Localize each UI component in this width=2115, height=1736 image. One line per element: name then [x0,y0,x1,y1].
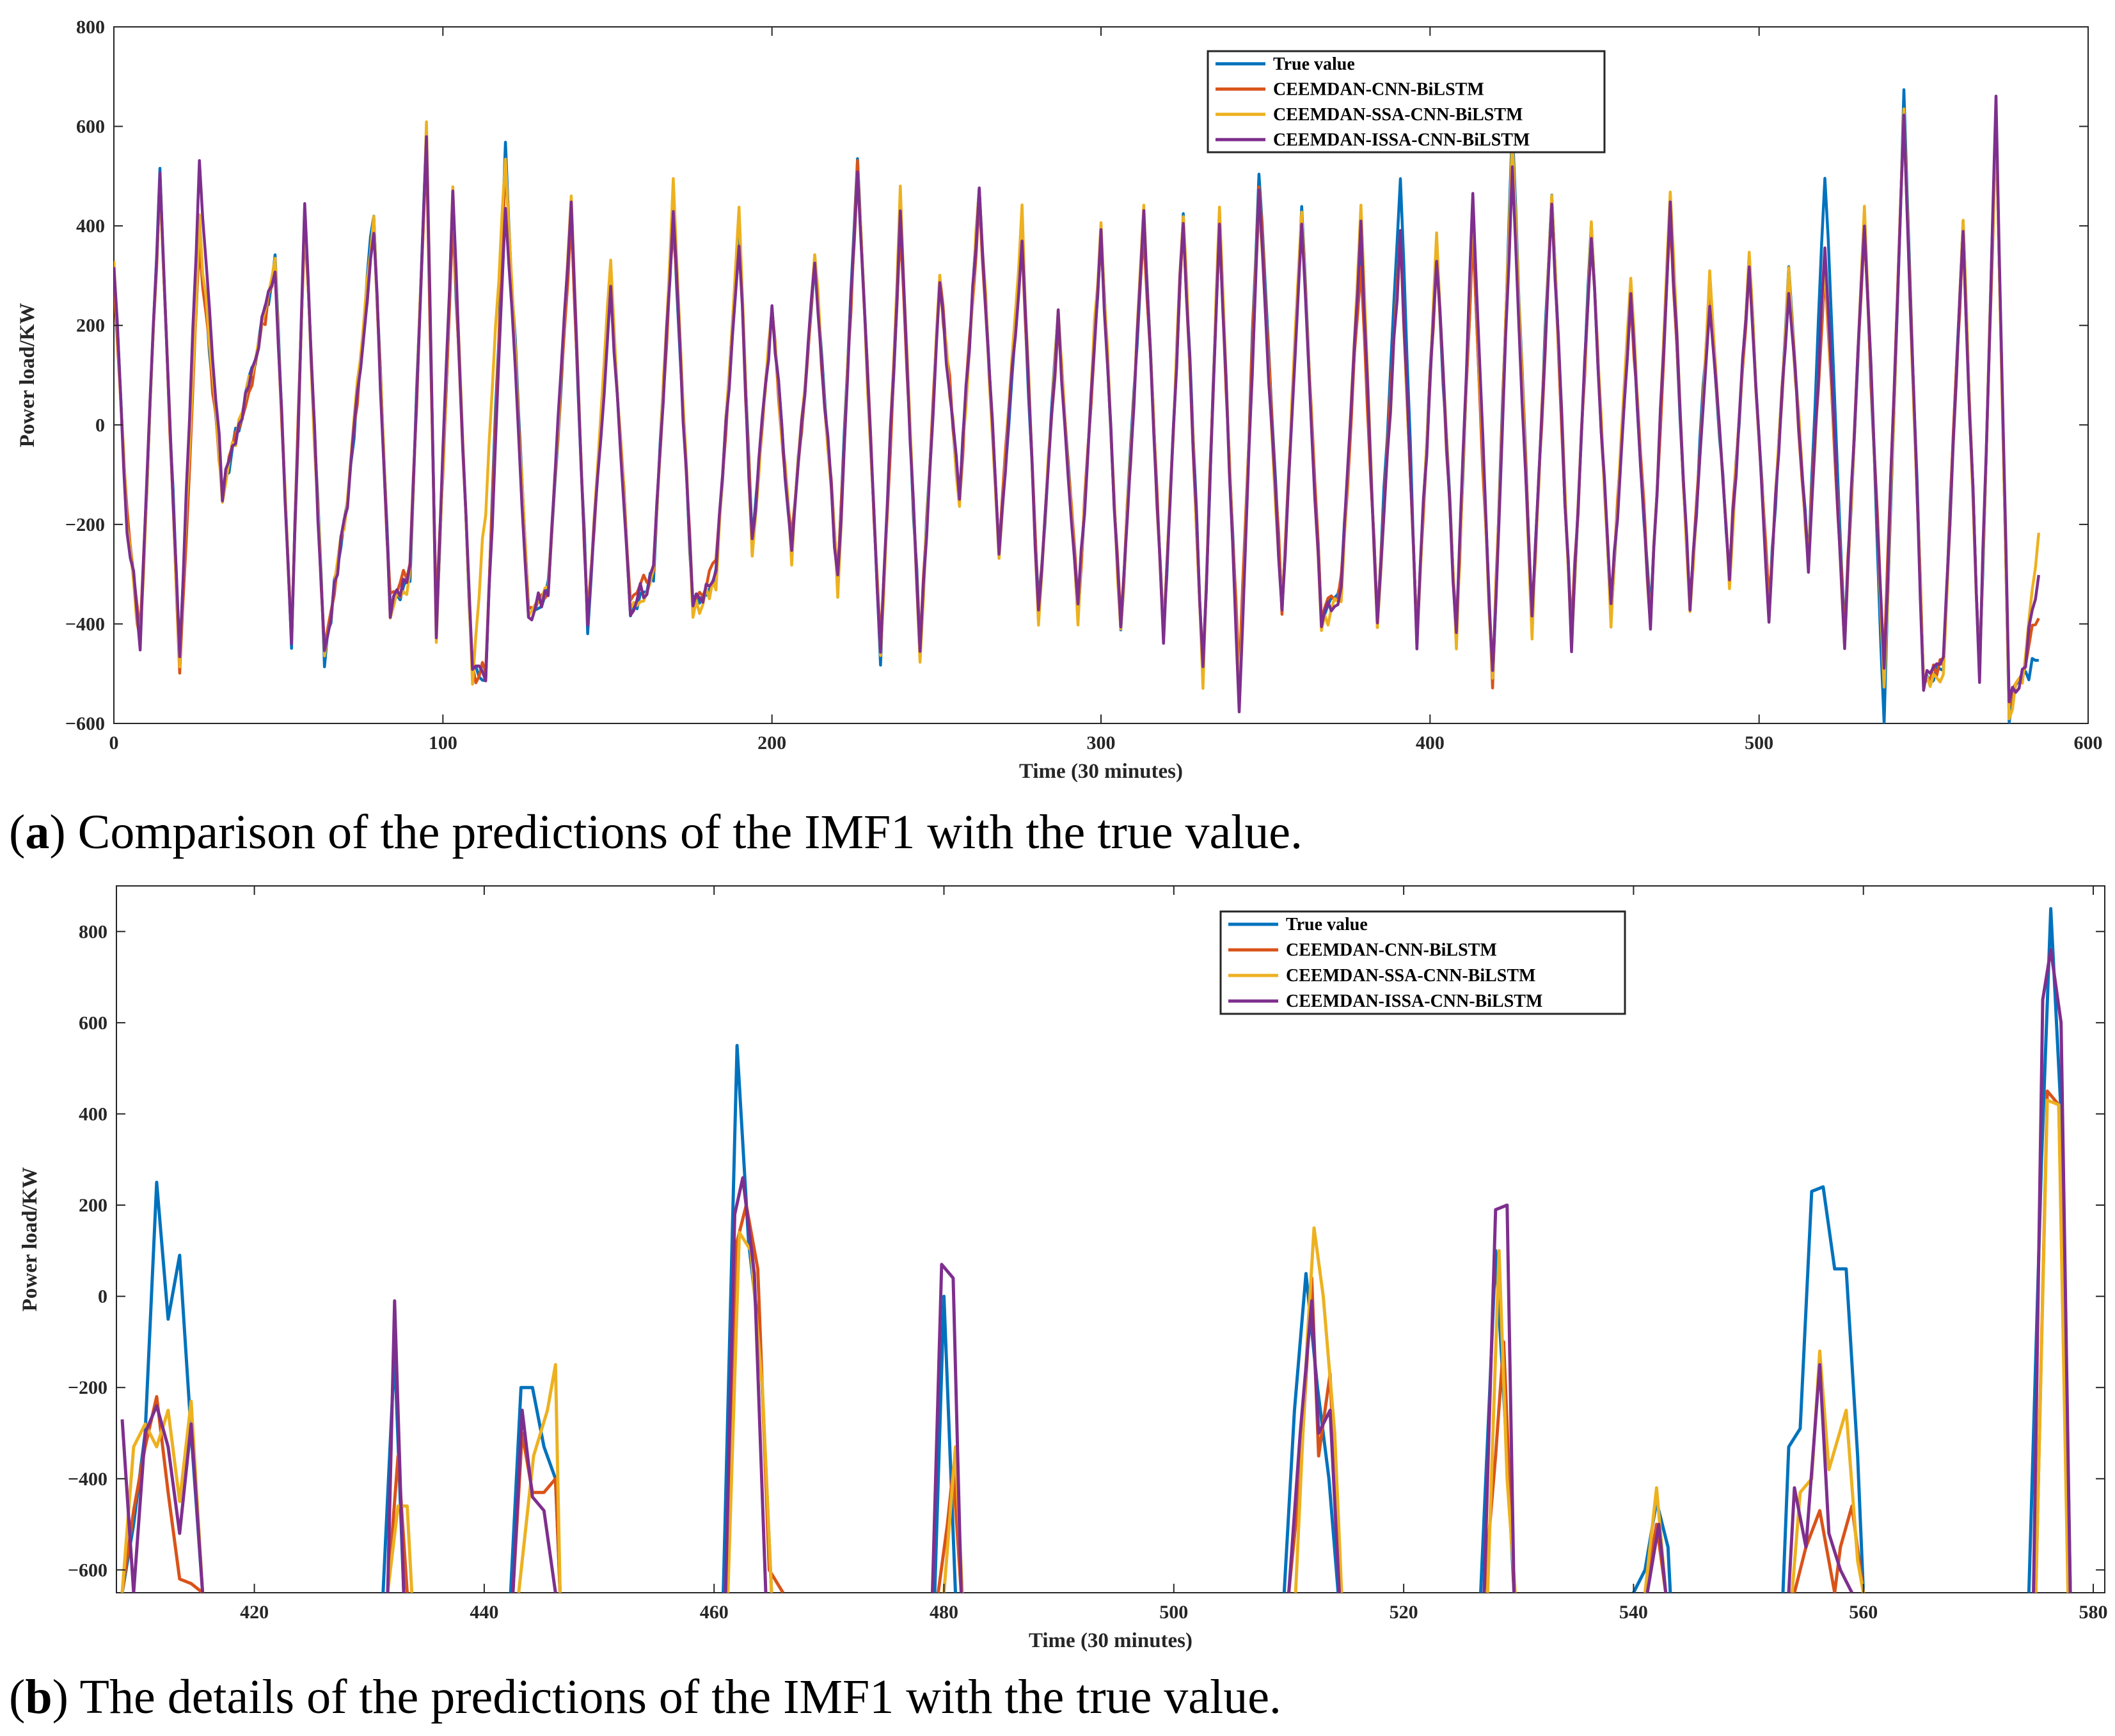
legend-box [1207,50,1606,154]
x-tick-label: 500 [1159,1602,1188,1623]
y-tick-label: 600 [76,116,105,138]
series-line-2 [517,1363,562,1593]
y-tick-label: −600 [65,713,105,734]
series-line-3 [1787,1363,1854,1593]
x-tick-label: 0 [109,732,119,754]
y-tick-label: 200 [79,1195,107,1216]
x-tick-label: 560 [1849,1602,1878,1623]
caption-a: (a) Comparison of the predictions of the… [9,805,1303,859]
x-tick-label: 520 [1390,1602,1418,1623]
series-line-3 [120,1419,136,1593]
chart-panel-a: 0 100 200 300 400 500 600 −600 −400 −200 0 200 400 60… [16,17,2103,783]
series-line-3 [1482,1203,1516,1593]
series-line-3 [2032,948,2072,1593]
x-tick-label: 600 [2074,732,2103,754]
y-tick-label: −400 [68,1469,107,1490]
legend-b: True value CEEMDAN-CNN-BiLSTM CEEMDAN-SSA-… [1219,910,1626,1015]
caption-a-text: Comparison of the predictions of the IMF… [77,805,1303,859]
series-line-true [114,88,2039,723]
y-axis-title-b: Power load/KW [19,1167,42,1312]
y-tick-label: −200 [68,1377,107,1398]
chart-panel-b: 420 440 460 480 500 520 540 560 580 −600 −400 −200 0… [19,885,2108,1652]
series-line-3 [511,1409,557,1593]
legend-entry: CEEMDAN-CNN-BiLSTM [1273,79,1484,99]
series-line-0 [1781,1185,1865,1593]
y-tick-label: 0 [95,414,105,436]
y-tick-label: −600 [68,1559,107,1581]
legend-a: True value CEEMDAN-CNN-BiLSTM CEEMDAN-SSA-… [1207,50,1606,154]
x-tick-label: 500 [1745,732,1773,754]
legend-entry: True value [1273,54,1355,74]
series-line-0 [120,1180,205,1593]
x-tick-label: 400 [1416,732,1445,754]
x-tick-label: 300 [1087,732,1116,754]
series-line-issa [114,94,2041,714]
y-tick-label: 800 [76,17,105,38]
x-tick-label: 480 [930,1602,958,1623]
series-line-2 [2034,1098,2070,1593]
x-tick-label: 200 [757,732,786,754]
legend-entry: CEEMDAN-ISSA-CNN-BiLSTM [1286,991,1542,1011]
series-line-2 [1485,1249,1517,1593]
caption-b: (b) The details of the predictions of th… [9,1670,1281,1724]
series-line-3 [1287,1299,1341,1593]
y-tick-label: −400 [65,613,105,635]
y-tick-label: −200 [65,514,105,535]
x-axis-title-b: Time (30 minutes) [1029,1629,1192,1652]
y-tick-label: 400 [76,216,105,237]
series-line-3 [386,1299,406,1593]
caption-a-letter: a [25,805,50,859]
series-line-1 [120,1395,204,1593]
y-tick-label: 400 [79,1103,107,1124]
x-tick-label: 100 [429,732,457,754]
legend-box [1219,910,1626,1015]
series-line-2 [1790,1349,1865,1593]
y-tick-label: 600 [79,1013,107,1034]
caption-b-text: The details of the predictions of the IM… [79,1670,1281,1724]
plot-area-b [116,885,2105,1593]
y-tick-label: 200 [76,315,105,336]
caption-b-letter: b [25,1670,52,1724]
series-line-3 [1645,1522,1668,1593]
series-line-ssa [114,107,2041,720]
series-line-3 [724,1176,768,1593]
x-tick-label: 460 [700,1602,729,1623]
legend-entry: CEEMDAN-ISSA-CNN-BiLSTM [1273,130,1530,150]
legend-entry: CEEMDAN-CNN-BiLSTM [1286,940,1497,960]
x-tick-label: 580 [2079,1602,2108,1623]
x-tick-label: 540 [1619,1602,1648,1623]
plot-area-a [113,26,2089,724]
x-tick-label: 420 [240,1602,269,1623]
legend-entry: True value [1286,915,1368,935]
y-tick-label: 800 [79,921,107,942]
y-tick-label: 0 [98,1286,107,1307]
legend-entry: CEEMDAN-SSA-CNN-BiLSTM [1273,105,1523,125]
x-tick-label: 440 [470,1602,498,1623]
legend-entry: CEEMDAN-SSA-CNN-BiLSTM [1286,966,1535,986]
series-line-3 [132,1404,205,1593]
series-line-3 [931,1263,963,1593]
y-axis-title-a: Power load/KW [16,303,39,448]
x-axis-title-a: Time (30 minutes) [1019,760,1183,783]
